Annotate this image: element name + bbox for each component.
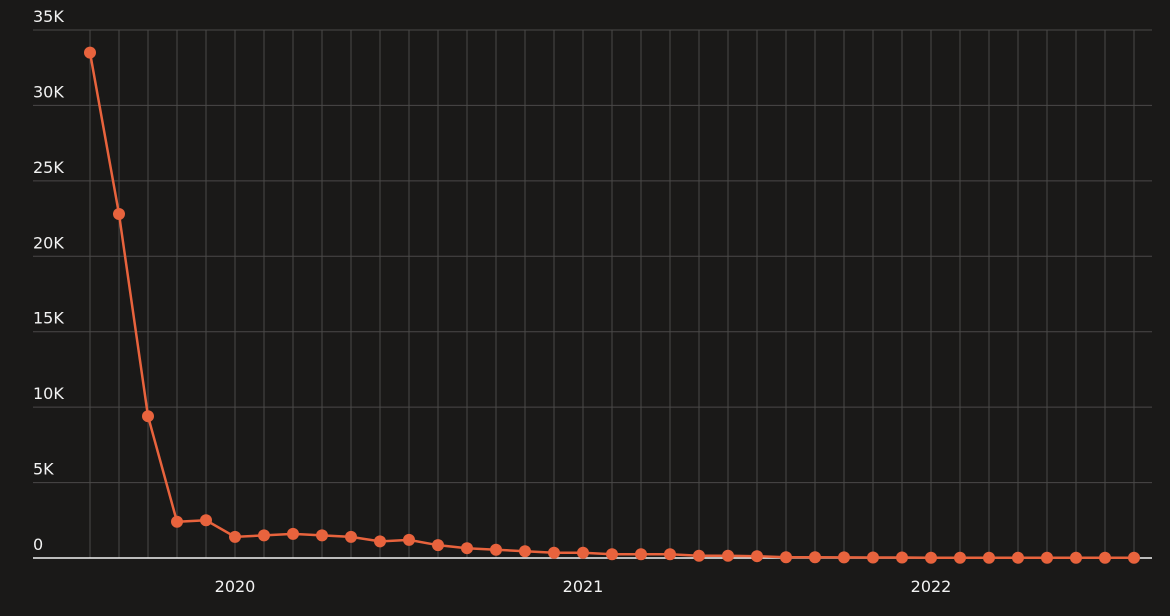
- data-point: [722, 549, 734, 562]
- data-point: [200, 514, 212, 527]
- data-point: [954, 551, 966, 564]
- data-point: [693, 549, 705, 562]
- data-point: [519, 545, 531, 558]
- data-point: [258, 529, 270, 542]
- data-point: [1070, 551, 1082, 564]
- data-point: [1099, 551, 1111, 564]
- x-tick-label: 2020: [215, 577, 256, 596]
- data-point: [316, 529, 328, 542]
- data-point: [345, 530, 357, 543]
- data-point: [461, 542, 473, 555]
- data-point: [896, 551, 908, 564]
- data-point: [780, 551, 792, 564]
- data-point: [983, 551, 995, 564]
- data-point: [635, 548, 647, 561]
- data-point: [664, 548, 676, 561]
- data-point: [374, 535, 386, 548]
- data-point: [577, 546, 589, 559]
- y-tick-label: 30K: [33, 82, 64, 101]
- data-point: [809, 551, 821, 564]
- y-tick-label: 15K: [33, 309, 64, 328]
- data-point: [751, 550, 763, 563]
- data-point: [142, 410, 154, 423]
- data-point: [606, 548, 618, 561]
- data-point: [229, 530, 241, 543]
- y-tick-label: 25K: [33, 158, 64, 177]
- data-point: [548, 546, 560, 559]
- data-point: [432, 539, 444, 552]
- data-point: [403, 533, 415, 546]
- data-point: [84, 46, 96, 59]
- y-tick-label: 0: [33, 535, 43, 554]
- data-point: [1041, 551, 1053, 564]
- x-tick-label: 2021: [563, 577, 604, 596]
- y-tick-label: 35K: [33, 7, 64, 26]
- y-tick-label: 10K: [33, 384, 64, 403]
- data-point: [113, 208, 125, 221]
- x-tick-label: 2022: [911, 577, 952, 596]
- data-point: [1012, 551, 1024, 564]
- data-point: [490, 543, 502, 556]
- y-tick-label: 20K: [33, 233, 64, 252]
- data-point: [838, 551, 850, 564]
- data-point: [287, 527, 299, 540]
- data-point: [925, 551, 937, 564]
- y-tick-label: 5K: [33, 460, 54, 479]
- data-point: [171, 515, 183, 528]
- data-point: [867, 551, 879, 564]
- data-point: [1128, 551, 1140, 564]
